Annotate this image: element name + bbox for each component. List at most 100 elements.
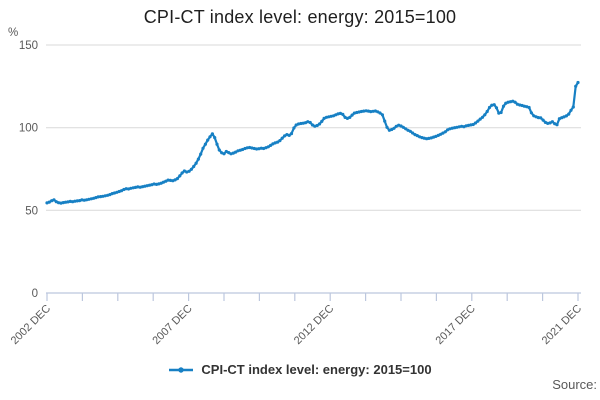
data-point	[87, 197, 91, 201]
data-point	[201, 146, 205, 150]
data-point	[506, 100, 510, 104]
data-point	[443, 130, 447, 134]
data-point	[52, 198, 56, 202]
data-point	[487, 105, 492, 110]
data-point	[471, 122, 475, 127]
data-point	[492, 103, 496, 107]
data-point	[129, 186, 133, 190]
data-point	[401, 125, 405, 129]
data-point	[161, 180, 165, 184]
data-point	[473, 121, 478, 125]
data-point	[136, 185, 140, 189]
data-point	[529, 111, 534, 115]
data-point	[564, 114, 569, 118]
data-point	[569, 108, 573, 112]
data-point	[476, 119, 480, 123]
data-point	[257, 147, 261, 151]
data-point	[199, 152, 203, 156]
data-point	[308, 120, 312, 125]
data-point	[550, 120, 555, 124]
data-point	[57, 201, 61, 205]
x-tick-label: 2021 DEC	[540, 303, 584, 347]
data-point	[378, 111, 382, 115]
data-point	[567, 112, 571, 116]
data-point	[241, 147, 245, 152]
x-tick-label: 2002 DEC	[9, 303, 53, 347]
data-point	[408, 129, 412, 133]
data-point	[350, 113, 354, 117]
data-point	[168, 178, 172, 182]
data-point	[250, 146, 254, 150]
x-tick-label: 2017 DEC	[434, 303, 478, 347]
data-point	[513, 100, 517, 104]
data-point	[483, 113, 487, 117]
data-point	[80, 198, 84, 202]
legend-series-label: CPI-CT index level: energy: 2015=100	[201, 362, 432, 377]
data-point	[576, 80, 580, 85]
data-point	[222, 152, 226, 156]
data-point	[345, 116, 349, 120]
data-point	[404, 127, 408, 131]
data-point	[480, 115, 485, 119]
data-point	[152, 182, 156, 186]
data-point	[203, 142, 207, 146]
data-point	[210, 132, 214, 136]
data-point	[317, 122, 322, 126]
data-point	[185, 170, 189, 174]
data-point	[341, 112, 345, 116]
data-point	[73, 199, 77, 203]
data-point	[546, 121, 550, 125]
data-point	[562, 115, 566, 119]
data-point	[392, 126, 396, 130]
legend-line-marker-icon	[169, 366, 194, 373]
data-point	[145, 184, 149, 188]
data-point	[269, 143, 273, 147]
data-point	[213, 136, 217, 140]
data-point	[539, 116, 543, 120]
data-point	[264, 146, 268, 150]
data-point	[289, 132, 294, 136]
data-point	[522, 104, 527, 108]
data-point	[499, 110, 503, 115]
data-point	[450, 126, 454, 130]
y-tick-label: 0	[32, 288, 38, 300]
data-point	[490, 103, 494, 107]
data-point	[180, 171, 184, 175]
y-axis-unit-label: %	[8, 27, 19, 39]
y-tick-label: 150	[19, 40, 38, 52]
x-tick-label: 2007 DEC	[150, 303, 194, 347]
data-point	[296, 122, 301, 126]
data-point	[192, 164, 196, 169]
data-point	[189, 167, 193, 171]
data-point	[276, 140, 280, 144]
data-point	[266, 145, 270, 149]
data-line	[45, 81, 580, 205]
data-point	[574, 84, 578, 88]
data-point	[217, 148, 221, 152]
data-point	[411, 131, 415, 135]
data-point	[273, 141, 277, 145]
data-point	[178, 174, 182, 178]
data-point	[119, 189, 124, 193]
data-point	[555, 123, 559, 127]
data-point	[215, 142, 219, 146]
data-point	[385, 125, 389, 129]
data-point	[208, 135, 212, 139]
data-point	[571, 105, 575, 109]
data-point	[383, 119, 387, 123]
data-point	[478, 117, 482, 121]
data-point	[394, 124, 398, 128]
data-point	[434, 134, 438, 138]
data-point	[196, 157, 200, 161]
data-point	[306, 120, 310, 124]
data-point	[64, 200, 68, 204]
data-point	[457, 125, 461, 129]
y-tick-label: 100	[19, 123, 38, 135]
data-point	[280, 136, 284, 140]
x-tick-label: 2012 DEC	[292, 303, 336, 347]
data-point	[287, 133, 291, 137]
data-point	[322, 116, 326, 120]
data-point	[320, 119, 324, 123]
chart-title: CPI-CT index level: energy: 2015=100	[143, 7, 457, 27]
